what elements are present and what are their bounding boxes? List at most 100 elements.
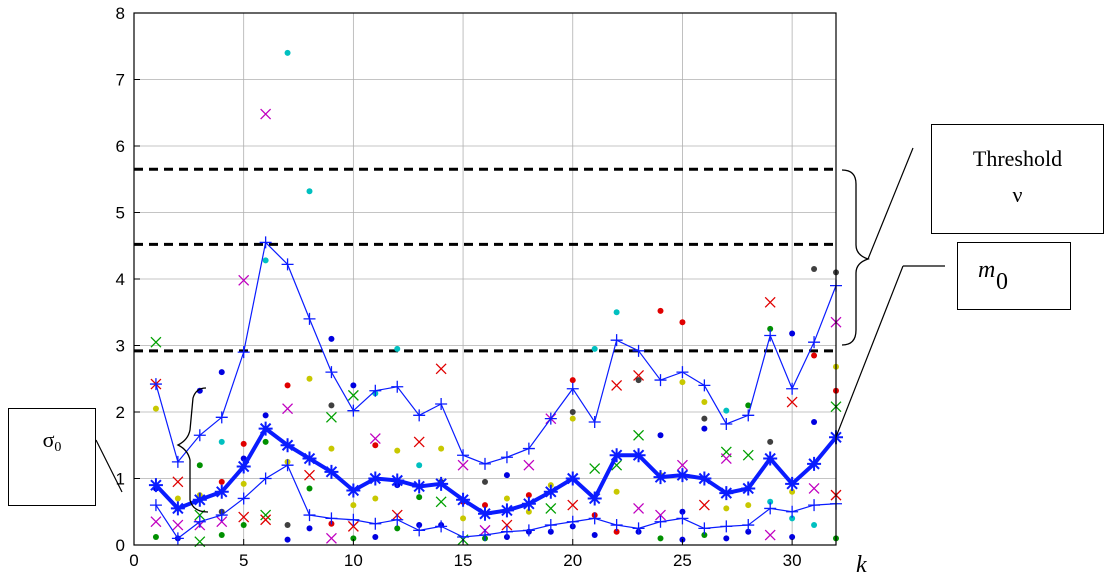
scatter-dot xyxy=(372,534,379,541)
scatter-dot xyxy=(306,188,313,195)
scatter-dot xyxy=(328,335,335,342)
scatter-cross xyxy=(545,502,557,514)
scatter-dot xyxy=(460,515,467,522)
scatter-cross xyxy=(150,516,162,528)
scatter-dot xyxy=(482,502,488,509)
scatter-dot xyxy=(811,522,818,529)
bound-plus-marker xyxy=(325,512,338,525)
bound-plus-marker xyxy=(259,236,272,249)
y-tick-label: 5 xyxy=(116,204,125,223)
bound-plus-marker xyxy=(215,509,228,522)
scatter-cross xyxy=(764,529,776,541)
bound-plus-marker xyxy=(566,382,579,395)
scatter-dot xyxy=(438,445,445,452)
scatter-dot xyxy=(152,405,159,412)
scatter-dot xyxy=(723,505,730,512)
bound-plus-marker xyxy=(435,398,448,411)
bound-plus-marker xyxy=(193,515,206,528)
x-tick-label: 20 xyxy=(563,551,582,570)
mean-asterisk-marker xyxy=(280,438,295,453)
bound-plus-marker xyxy=(237,346,250,359)
scatter-cross xyxy=(282,403,294,415)
mean-asterisk-marker xyxy=(258,421,273,436)
scatter-dot xyxy=(240,522,247,529)
scatter-dot xyxy=(789,515,796,522)
axes-box xyxy=(133,12,837,546)
bound-plus-marker xyxy=(786,505,799,518)
sigma-pointer xyxy=(95,439,123,493)
x-tick-label: 5 xyxy=(239,551,248,570)
scatter-cross xyxy=(150,336,162,348)
scatter-dot xyxy=(284,382,291,389)
bound-plus-marker xyxy=(522,442,535,455)
scatter-dot xyxy=(767,325,774,332)
scatter-dot xyxy=(174,495,181,502)
scatter-dot xyxy=(306,375,313,382)
bound-plus-marker xyxy=(808,336,821,349)
scatter-dot xyxy=(394,447,401,454)
scatter-cross xyxy=(633,369,645,381)
scatter-cross xyxy=(633,502,645,514)
scatter-dot xyxy=(679,319,686,326)
bound-plus-marker xyxy=(654,374,667,387)
scatter-cross xyxy=(589,463,601,474)
scatter-dot xyxy=(306,485,313,492)
mean-asterisk-marker xyxy=(499,503,514,518)
mean-asterisk-marker xyxy=(148,478,163,493)
scatter-cross xyxy=(501,519,513,531)
threshold-callout-box: Threshold ν xyxy=(931,124,1104,234)
scatter-dot xyxy=(613,309,620,316)
mean-asterisk-marker xyxy=(631,448,646,463)
mean-asterisk-marker xyxy=(741,481,756,496)
mean-asterisk-marker xyxy=(324,464,339,479)
mean-asterisk-marker xyxy=(434,476,449,491)
threshold-label: Threshold xyxy=(972,146,1063,171)
mean-asterisk-marker xyxy=(412,479,427,494)
scatter-cross xyxy=(369,433,381,445)
scatter-dot xyxy=(372,442,379,449)
bound-plus-marker xyxy=(588,512,601,525)
mean-asterisk-marker xyxy=(675,468,690,483)
scatter-dot xyxy=(657,535,664,542)
scatter-dot xyxy=(284,49,291,56)
bound-plus-marker xyxy=(413,524,426,537)
scatter-dot xyxy=(767,498,774,505)
bound-plus-marker xyxy=(742,519,755,532)
sigma-subscript: 0 xyxy=(54,440,62,455)
bound-plus-marker xyxy=(325,366,338,379)
scatter-dot xyxy=(789,488,796,495)
tick-labels: 0 5 10 15 20 25 30 0 1 2 3 4 5 6 7 8 xyxy=(116,4,802,570)
scatter-dot xyxy=(591,345,598,352)
scatter-dot xyxy=(679,379,686,386)
bound-plus-marker xyxy=(479,529,491,542)
scatter-dot xyxy=(416,494,423,501)
mean-asterisk-marker xyxy=(609,448,624,463)
scatter-dot xyxy=(613,488,620,495)
bound-plus-marker xyxy=(764,329,777,342)
scatter-dot xyxy=(745,402,752,409)
scatter-cross xyxy=(238,274,250,286)
scatter-cross xyxy=(742,449,754,461)
scatter-dot xyxy=(196,462,203,469)
scatter-dot xyxy=(482,478,488,485)
mean-asterisk-marker xyxy=(170,501,185,516)
scatter-dot xyxy=(394,525,401,532)
scatter-dot xyxy=(218,438,225,445)
threshold-pointer xyxy=(867,147,914,260)
scatter-dot xyxy=(350,382,357,389)
scatter-dot xyxy=(745,502,752,509)
bound-plus-marker xyxy=(347,513,360,526)
scatter-cross xyxy=(435,363,447,375)
bound-plus-marker xyxy=(676,512,689,525)
bound-plus-marker xyxy=(742,409,755,422)
scatter-cross xyxy=(633,429,645,441)
scatter-dot xyxy=(569,415,576,422)
scatter-dot xyxy=(701,415,708,422)
scatter-dot xyxy=(328,402,335,409)
x-axis-label: k xyxy=(856,552,867,578)
bound-series-line xyxy=(155,464,837,540)
bound-plus-marker xyxy=(632,522,645,535)
scatter-cross xyxy=(325,411,337,423)
scatter-cross xyxy=(435,496,447,508)
